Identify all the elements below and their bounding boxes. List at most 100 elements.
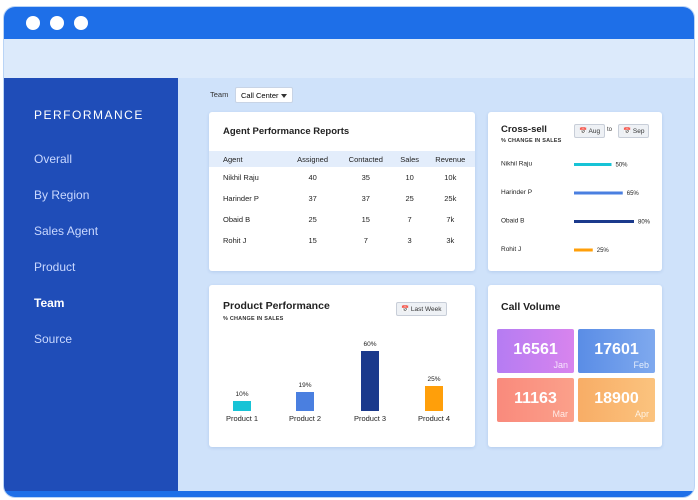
nav-item[interactable]: Team <box>34 296 65 310</box>
value-label: 65% <box>627 191 640 197</box>
table-cell: Harinder P <box>223 194 259 203</box>
nav-item[interactable]: Product <box>34 260 76 274</box>
value-label: 25% <box>597 248 610 254</box>
table-cell: 25k <box>444 194 457 203</box>
bar-category: Obaid B <box>501 218 525 225</box>
nav-item[interactable]: By Region <box>34 188 90 202</box>
tile-value: 17601 <box>594 341 639 358</box>
card-subtitle: % CHANGE IN SALES <box>501 138 562 144</box>
from-value: Aug <box>588 128 601 135</box>
column-header: Revenue <box>425 151 475 167</box>
app-window: PERFORMANCE Overall By Region Sales Agent P… <box>3 6 695 498</box>
table-cell: 40 <box>308 173 317 182</box>
to-date[interactable]: 📅 Sep <box>618 124 650 138</box>
period-value: Last Week <box>410 306 442 313</box>
value-label: 25% <box>427 376 440 383</box>
table-cell: 15 <box>361 215 370 224</box>
bar <box>574 220 634 223</box>
stat-tile: 17601 Feb <box>578 329 655 373</box>
table-row: Rohit J 15 7 3 3k <box>209 230 475 251</box>
table-row: Obaid B 25 15 7 7k <box>209 209 475 230</box>
card-title: Cross-sell <box>501 124 547 135</box>
column-header: Assigned <box>287 151 338 167</box>
bar-category: Nikhil Raju <box>501 161 532 168</box>
header-row: Agent Assigned Contacted Sales Revenue <box>209 151 475 167</box>
table-row: Nikhil Raju 40 35 10 10k <box>209 167 475 188</box>
nav-item[interactable]: Source <box>34 332 73 346</box>
tile-value: 18900 <box>594 390 639 407</box>
table-cell: 25 <box>405 194 414 203</box>
bar <box>296 392 314 411</box>
table-row: Harinder P 37 37 25 25k <box>209 188 475 209</box>
table-cell: 15 <box>308 236 317 245</box>
bar-category: Rohit J <box>501 246 521 253</box>
x-tick-label: Product 2 <box>289 414 321 423</box>
table-cell: 7k <box>446 215 455 224</box>
table-cell: 10k <box>444 173 457 182</box>
filter-label: Team <box>210 90 229 99</box>
product-chart: 10% Product 1 19% Product 2 60% Product 3 25% P… <box>226 341 450 423</box>
nav-item[interactable]: Sales Agent <box>34 224 99 238</box>
table-cell: Nikhil Raju <box>223 173 259 182</box>
nav-item[interactable]: Overall <box>34 152 73 166</box>
column-header: Sales <box>393 151 426 167</box>
team-select[interactable]: Call Center <box>235 87 293 103</box>
x-tick-label: Product 1 <box>226 414 258 423</box>
table-cell: Obaid B <box>223 215 251 224</box>
bar <box>233 401 251 411</box>
card-title: Agent Performance Reports <box>223 126 350 137</box>
select-value: Call Center <box>241 91 279 100</box>
stat-tile: 11163 Mar <box>497 378 574 422</box>
tile-value: 16561 <box>513 341 558 358</box>
header-band <box>4 39 694 78</box>
stat-tile: 18900 Apr <box>578 378 655 422</box>
card-subtitle: % CHANGE IN SALES <box>223 316 284 322</box>
x-tick-label: Product 3 <box>354 414 386 423</box>
bar-category: Harinder P <box>501 189 532 196</box>
footer-bar <box>4 491 694 497</box>
table-cell: 3 <box>407 236 412 245</box>
card-title: Call Volume <box>501 301 561 313</box>
caret <box>281 94 287 101</box>
period-button[interactable]: 📅 Last Week <box>396 302 447 316</box>
bar <box>574 248 593 252</box>
value-label: 50% <box>616 163 629 169</box>
column-header: Agent <box>209 151 288 167</box>
bar <box>361 351 379 411</box>
x-tick-label: Product 4 <box>418 414 450 423</box>
tile-label: Mar <box>552 409 569 419</box>
table-cell: 10 <box>405 173 414 182</box>
value-label: 60% <box>363 341 376 348</box>
column-header: Contacted <box>337 151 394 167</box>
window-dot <box>74 16 88 30</box>
sidebar-title: PERFORMANCE <box>34 108 144 122</box>
tile-label: Jan <box>553 360 568 370</box>
table-cell: 3k <box>446 236 455 245</box>
card-title: Product Performance <box>223 300 330 312</box>
table-cell: 7 <box>363 236 368 245</box>
bar <box>425 386 443 411</box>
value-label: 10% <box>235 391 248 398</box>
table-cell: Rohit J <box>223 236 247 245</box>
table-cell: 35 <box>361 173 370 182</box>
bar <box>574 163 612 166</box>
sidebar: PERFORMANCE Overall By Region Sales Agent P… <box>4 78 178 491</box>
stat-tile: 16561 Jan <box>497 329 574 373</box>
bar <box>574 191 623 195</box>
agent-table: Agent Assigned Contacted Sales Revenue Nikhi… <box>209 151 475 251</box>
tile-value: 11163 <box>514 390 557 407</box>
tile-label: Apr <box>634 409 649 419</box>
cross-sell-card: Cross-sell % CHANGE IN SALES 📅 Aug to 📅 … <box>488 112 662 271</box>
table-cell: 37 <box>308 194 317 203</box>
from-date[interactable]: 📅 Aug <box>574 124 606 138</box>
to-label: to <box>607 127 613 133</box>
table-cell: 7 <box>407 215 412 224</box>
cross-sell-chart: Nikhil Raju 50% Harinder P 65% Obaid B 80% Roh… <box>501 161 651 255</box>
agent-report-card: Agent Performance Reports Agent Assigned C… <box>209 112 475 271</box>
to-value: Sep <box>632 128 645 135</box>
window-dot <box>26 16 40 30</box>
value-label: 80% <box>638 220 651 226</box>
table-cell: 37 <box>361 194 370 203</box>
window-dot <box>50 16 64 30</box>
